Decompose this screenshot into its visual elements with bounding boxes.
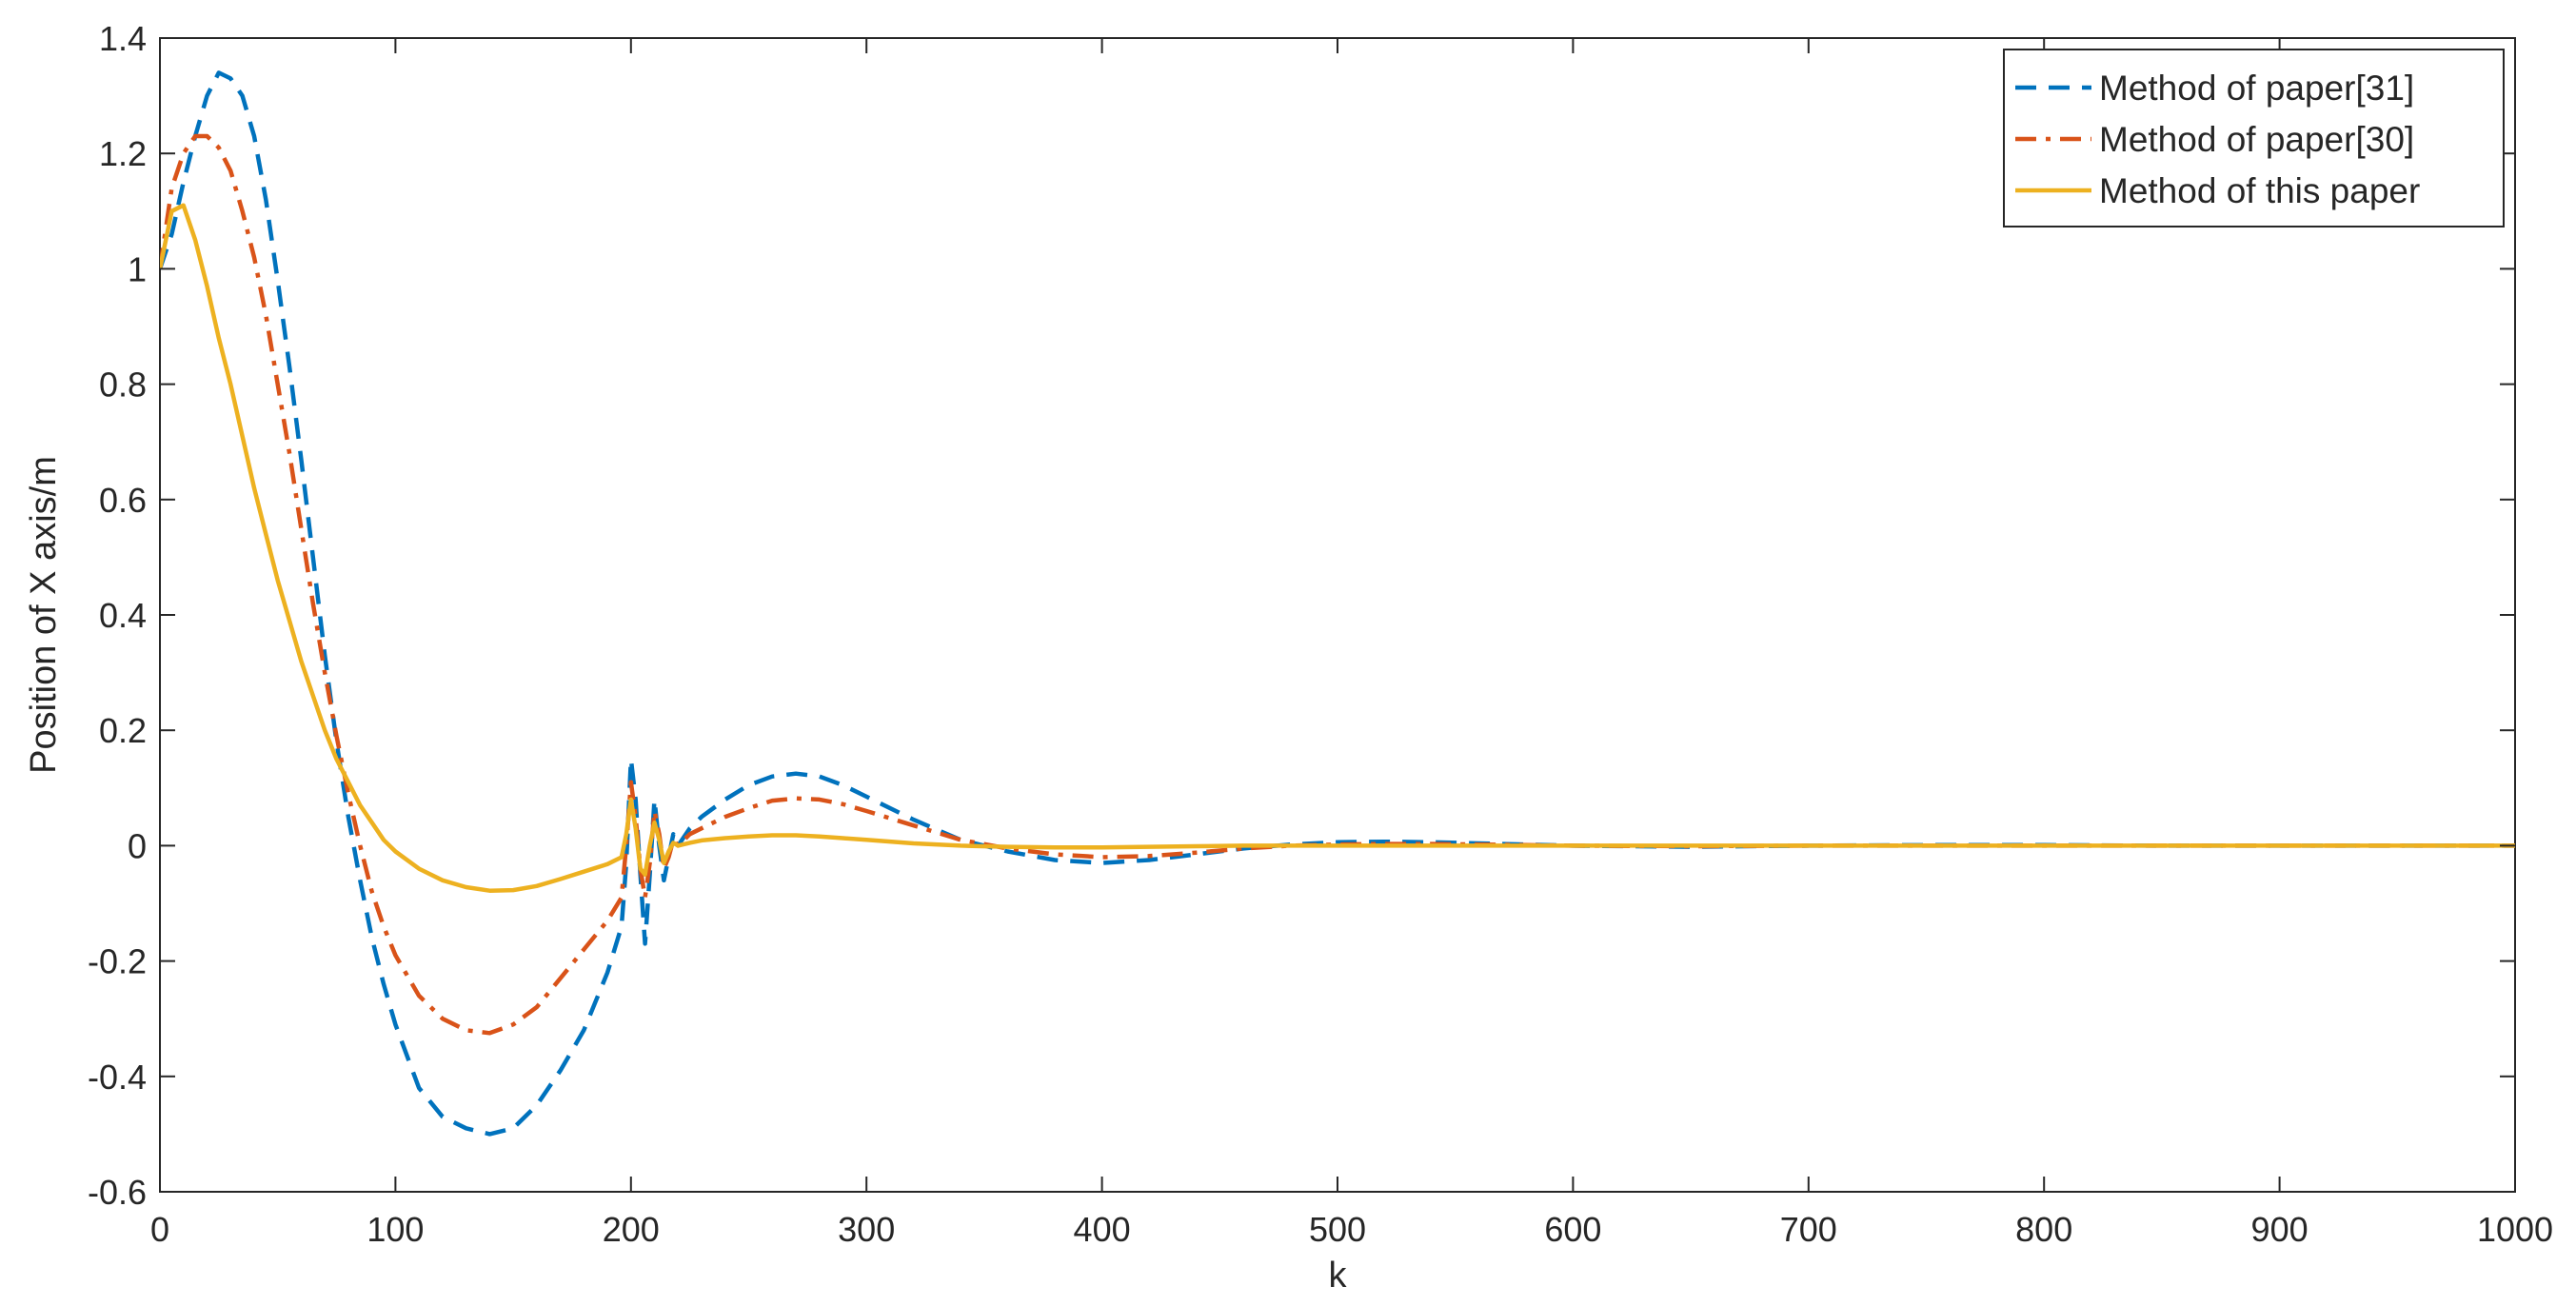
y-tick-label: -0.2 xyxy=(88,942,147,981)
x-tick-label: 400 xyxy=(1074,1210,1131,1249)
x-tick-label: 500 xyxy=(1309,1210,1366,1249)
legend-label-2: Method of paper[30] xyxy=(2099,120,2414,159)
x-tick-label: 900 xyxy=(2251,1210,2308,1249)
y-tick-label: 0.8 xyxy=(99,366,147,405)
y-tick-label: 0.6 xyxy=(99,481,147,520)
legend: Method of paper[31] Method of paper[30] Me… xyxy=(2003,49,2505,228)
series-line-3 xyxy=(160,203,2515,893)
y-tick-label: -0.4 xyxy=(88,1058,147,1097)
x-tick-label: 300 xyxy=(838,1210,895,1249)
x-tick-label: 0 xyxy=(150,1210,169,1249)
x-tick-label: 100 xyxy=(367,1210,424,1249)
x-tick-label: 1000 xyxy=(2477,1210,2553,1249)
y-tick-label: 1.2 xyxy=(99,134,147,173)
legend-label-3: Method of this paper xyxy=(2099,171,2420,210)
y-axis-label: Position of X axis/m xyxy=(24,456,64,774)
x-tick-label: 600 xyxy=(1544,1210,1601,1249)
axis-ticks: 0 100 200 300 400 500 600 700 800 900 1000 -0.6 -0.4… xyxy=(88,19,2553,1249)
legend-label-1: Method of paper[31] xyxy=(2099,69,2414,108)
y-tick-label: 1 xyxy=(128,249,147,288)
series-line-1 xyxy=(160,70,2515,1137)
series-line-2 xyxy=(160,133,2515,1036)
y-tick-label: 0 xyxy=(128,826,147,865)
series-layer xyxy=(160,70,2515,1137)
x-axis-label: k xyxy=(1329,1256,1348,1296)
plot-box xyxy=(159,37,2516,1193)
plot-area xyxy=(159,37,2516,1193)
legend-box xyxy=(2003,49,2505,228)
y-tick-label: 0.4 xyxy=(99,596,147,635)
x-tick-label: 200 xyxy=(603,1210,660,1249)
y-tick-label: 0.2 xyxy=(99,711,147,750)
y-tick-label: -0.6 xyxy=(88,1173,147,1212)
y-tick-label: 1.4 xyxy=(99,19,147,58)
x-tick-label: 800 xyxy=(2015,1210,2072,1249)
x-tick-label: 700 xyxy=(1780,1210,1837,1249)
